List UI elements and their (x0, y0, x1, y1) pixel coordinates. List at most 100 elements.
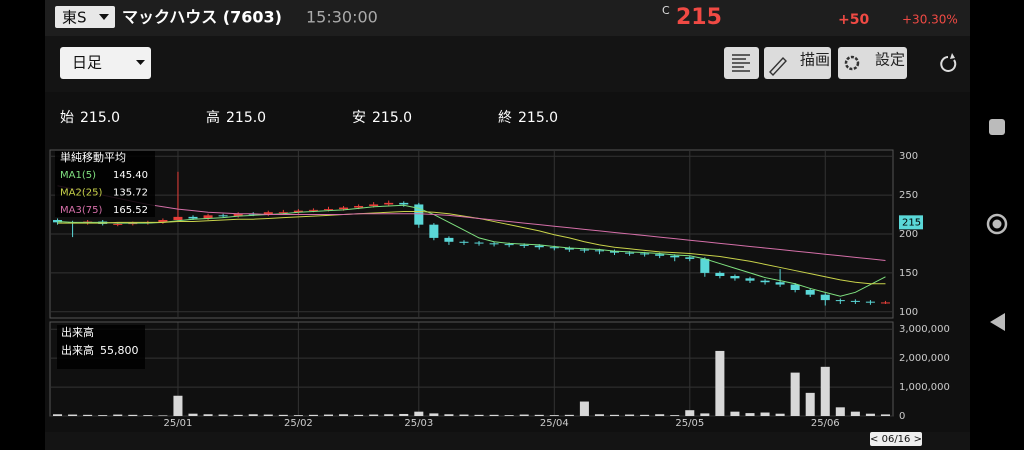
volume-bar (188, 413, 198, 416)
y-tick-label: 150 (899, 268, 918, 279)
candle-body (203, 215, 213, 219)
nav-recent[interactable] (989, 119, 1005, 135)
x-tick-label: 25/03 (404, 418, 433, 429)
period: 日足 (72, 54, 102, 72)
candle-body (775, 282, 785, 285)
period-select[interactable] (60, 47, 151, 79)
candle-body (549, 247, 559, 249)
ohlc-value: 215.0 (80, 110, 120, 126)
refresh-arrow (950, 53, 955, 59)
dropdown-arrow (99, 14, 109, 20)
candle-body (173, 216, 183, 220)
volume-bar (790, 372, 800, 416)
list-icon (732, 54, 750, 72)
candle-body (880, 302, 890, 304)
candle-body (414, 204, 424, 225)
volume-bar (399, 413, 409, 416)
volume-bar (173, 395, 183, 416)
candle-body (655, 254, 665, 256)
candle-body (53, 220, 63, 223)
volume-bar (880, 414, 890, 416)
ma-line (57, 204, 886, 297)
candle-body (745, 278, 755, 281)
volume-bar (820, 366, 830, 416)
change: +50 (838, 12, 869, 28)
candle-body (685, 257, 695, 259)
candle-body (459, 241, 469, 243)
legend-name: 出来高 (61, 343, 94, 357)
settings-button[interactable] (838, 47, 907, 79)
volume-bar (850, 411, 860, 416)
legend-title: 出来高 (61, 325, 94, 339)
volume-bar (143, 415, 153, 416)
volume-bar (685, 410, 695, 416)
market: 東S (62, 9, 87, 27)
candle-body (278, 212, 288, 214)
chart-bg (45, 92, 970, 432)
y-tick-label: 300 (899, 151, 918, 162)
header-bar (45, 0, 970, 36)
legend-bg (55, 151, 155, 217)
volume-bar (128, 414, 138, 416)
candle-body (700, 258, 710, 273)
candle-body (564, 248, 574, 250)
y-tick-label: 0 (899, 411, 905, 422)
volume-bar (263, 414, 273, 416)
volume-bar (158, 415, 168, 416)
price-flag: C (662, 4, 670, 17)
volume-bar (640, 414, 650, 416)
ohlc-label: 高 (206, 109, 220, 126)
volume-bar (564, 414, 574, 416)
nav-back[interactable] (990, 313, 1005, 331)
candle-body (188, 216, 198, 219)
candle-body (670, 255, 680, 258)
volume-bar (308, 414, 318, 416)
market-select[interactable] (55, 6, 115, 28)
volume-bar (248, 414, 258, 416)
volume-bar (609, 414, 620, 416)
cursor-box (870, 432, 922, 446)
last-price-box (899, 215, 923, 230)
ohlc-value: 215.0 (372, 110, 412, 126)
refresh-icon[interactable] (940, 56, 957, 72)
change-pct: +30.30% (902, 13, 958, 27)
legend-value: 135.72 (113, 188, 148, 199)
candle-body (339, 207, 349, 210)
candle-body (820, 294, 830, 301)
candle-body (625, 252, 635, 254)
volume-bar (459, 414, 469, 416)
x-tick-label: 25/02 (284, 418, 313, 429)
candle-body (444, 237, 454, 242)
candle-body (519, 244, 529, 246)
volume-bar (865, 413, 875, 416)
ohlc-value: 215.0 (226, 110, 266, 126)
volume-bar (83, 414, 93, 416)
legend-value: 145.40 (113, 170, 148, 181)
last-price-label: 215 (902, 217, 921, 228)
candle-body (384, 202, 394, 205)
legend-name: MA3(75) (60, 205, 102, 216)
candle-body (399, 202, 409, 205)
legend-name: MA2(25) (60, 188, 102, 199)
volume-bar (444, 414, 454, 416)
volume-bar (700, 413, 710, 416)
ma-line (57, 185, 886, 261)
volume-bar (655, 414, 665, 416)
draw-button[interactable] (764, 47, 831, 79)
nav-home[interactable] (986, 213, 1008, 235)
draw-label: 描画 (800, 51, 830, 69)
volume-bar (369, 414, 379, 416)
volume-bar (203, 414, 213, 416)
volume-bar (504, 415, 514, 416)
volume-bar (805, 392, 815, 416)
dropdown-arrow (136, 60, 145, 65)
candle-body (579, 249, 589, 251)
volume-bar (715, 350, 725, 416)
candle-body (730, 276, 740, 279)
y-tick-label: 100 (899, 307, 918, 318)
volume-bar (218, 414, 228, 416)
volume-bar (534, 414, 544, 416)
ohlc-value: 215.0 (518, 110, 558, 126)
volume-bar (98, 415, 108, 416)
ohlc-label: 始 (60, 110, 74, 126)
